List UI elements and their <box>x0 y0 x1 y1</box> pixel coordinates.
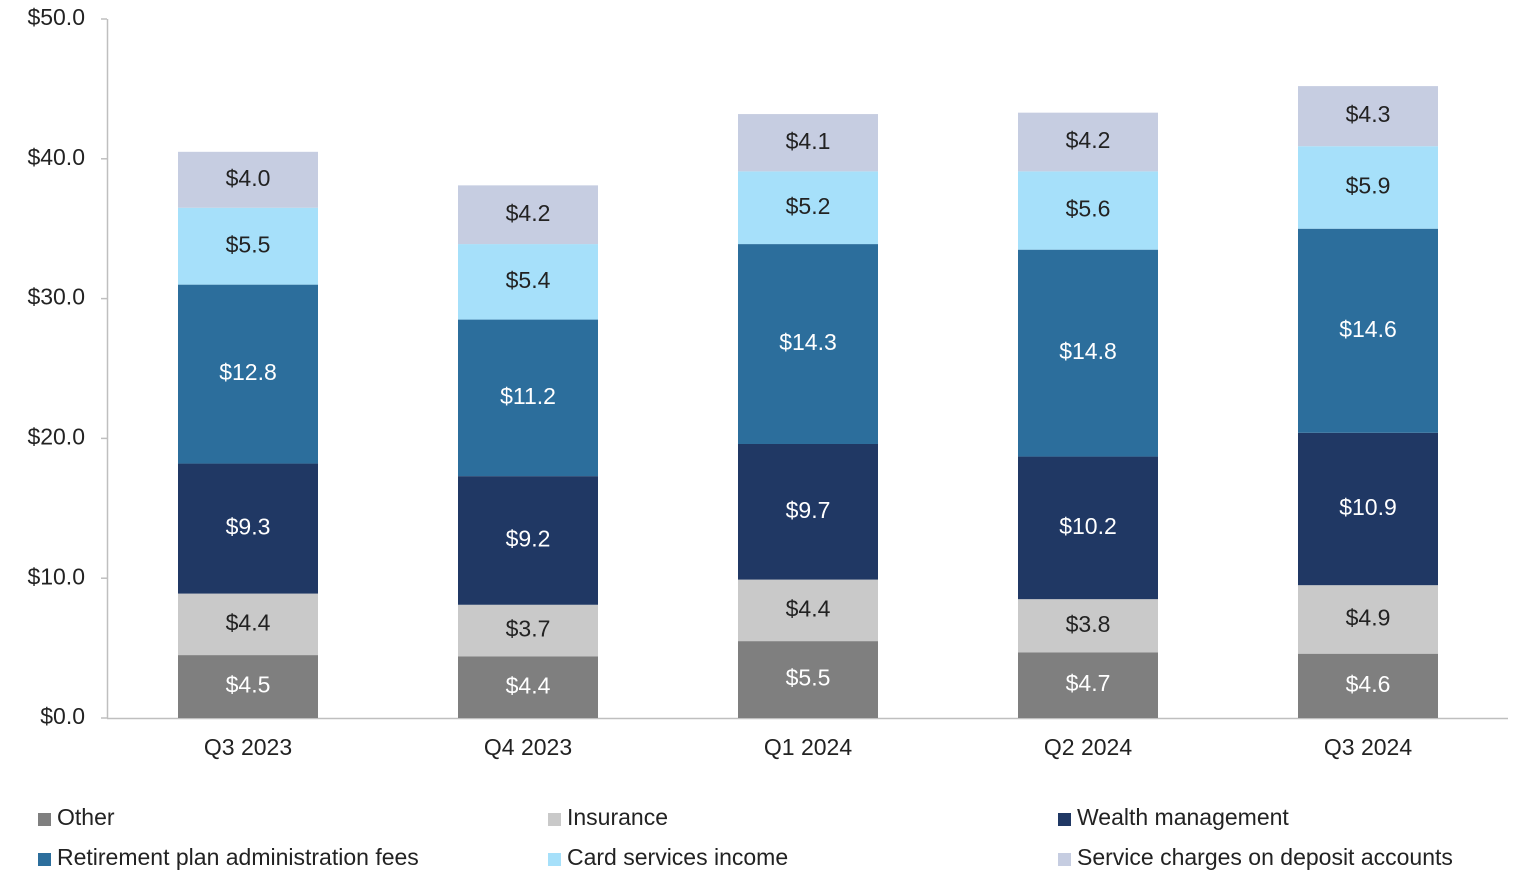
data-label: $4.4 <box>506 672 551 698</box>
data-label: $12.8 <box>219 359 277 385</box>
bar-segment <box>1298 432 1438 586</box>
data-label: $14.3 <box>779 329 837 355</box>
data-label: $10.9 <box>1339 494 1397 520</box>
data-label: $4.2 <box>506 200 551 226</box>
data-label: $14.6 <box>1339 316 1397 342</box>
bar-segment <box>1018 456 1158 600</box>
bar-segment <box>1298 585 1438 654</box>
data-label: $5.2 <box>786 193 831 219</box>
bar-segment <box>458 185 598 245</box>
bar-segment <box>178 593 318 656</box>
bar-segment <box>738 641 878 718</box>
data-label: $11.2 <box>500 383 556 409</box>
bar-segment <box>1018 249 1158 457</box>
legend-swatch <box>38 813 51 826</box>
legend-label: Service charges on deposit accounts <box>1077 844 1453 870</box>
legend-swatch <box>1058 853 1071 866</box>
data-label: $4.4 <box>786 595 831 621</box>
y-tick-label: $50.0 <box>27 4 85 30</box>
bar-segment <box>738 171 878 245</box>
legend-label: Retirement plan administration fees <box>57 844 419 870</box>
legend-swatch <box>38 853 51 866</box>
data-label: $4.1 <box>786 128 831 154</box>
bar-segment <box>1298 146 1438 229</box>
data-label: $4.7 <box>1066 670 1111 696</box>
data-label: $5.6 <box>1066 196 1111 222</box>
data-label: $10.2 <box>1059 513 1117 539</box>
x-tick-label: Q4 2023 <box>484 734 572 760</box>
legend-label: Wealth management <box>1077 804 1289 830</box>
data-label: $14.8 <box>1059 338 1117 364</box>
data-label: $9.7 <box>786 497 831 523</box>
data-label: $4.2 <box>1066 127 1111 153</box>
bar-segment <box>178 284 318 464</box>
data-label: $4.6 <box>1346 671 1391 697</box>
bar-segment <box>458 656 598 718</box>
x-tick-label: Q1 2024 <box>764 734 852 760</box>
data-label: $5.4 <box>506 267 551 293</box>
bar-segment <box>178 463 318 594</box>
data-label: $4.5 <box>226 672 271 698</box>
bar-segment <box>1018 599 1158 653</box>
bar-segment <box>1018 652 1158 718</box>
y-tick-label: $20.0 <box>27 423 85 449</box>
bar-segment <box>458 244 598 320</box>
bar-segment <box>738 579 878 642</box>
bar-segment <box>738 443 878 580</box>
bar-segment <box>458 476 598 605</box>
data-label: $5.9 <box>1346 173 1391 199</box>
data-label: $4.0 <box>226 165 271 191</box>
y-tick-label: $30.0 <box>27 284 85 310</box>
bar-segment <box>1298 653 1438 718</box>
data-label: $9.3 <box>226 514 271 540</box>
x-tick-label: Q2 2024 <box>1044 734 1132 760</box>
data-label: $4.4 <box>226 609 271 635</box>
legend-label: Card services income <box>567 844 788 870</box>
bar-segment <box>178 151 318 208</box>
data-label: $9.2 <box>506 526 551 552</box>
bar-segment <box>1298 228 1438 433</box>
bar-segment <box>178 655 318 718</box>
x-tick-label: Q3 2023 <box>204 734 292 760</box>
bar-segment <box>1298 86 1438 147</box>
data-label: $5.5 <box>786 665 831 691</box>
data-label: $4.9 <box>1346 605 1391 631</box>
data-label: $5.5 <box>226 231 271 257</box>
bar-segment <box>1018 171 1158 250</box>
bar-segment <box>178 207 318 285</box>
bar-segment <box>458 604 598 657</box>
y-tick-label: $40.0 <box>27 144 85 170</box>
bar-segment <box>738 114 878 172</box>
bar-segment <box>738 244 878 444</box>
bar-segment <box>458 319 598 477</box>
data-label: $3.7 <box>506 616 551 642</box>
legend-label: Other <box>57 804 115 830</box>
bar-segment <box>1018 112 1158 172</box>
y-tick-label: $10.0 <box>27 563 85 589</box>
legend-label: Insurance <box>567 804 668 830</box>
data-label: $3.8 <box>1066 611 1111 637</box>
x-tick-label: Q3 2024 <box>1324 734 1412 760</box>
y-tick-label: $0.0 <box>40 703 85 729</box>
legend-swatch <box>548 813 561 826</box>
legend-swatch <box>1058 813 1071 826</box>
data-label: $4.3 <box>1346 101 1391 127</box>
legend-swatch <box>548 853 561 866</box>
